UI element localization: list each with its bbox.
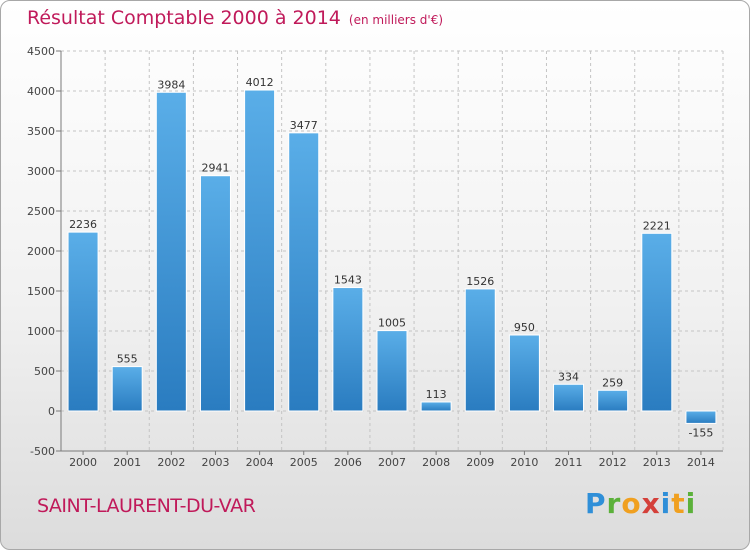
x-tick-label: 2007: [378, 456, 406, 469]
chart-title-text: Résultat Comptable 2000 à 2014: [27, 7, 341, 29]
x-tick-label: 2001: [113, 456, 141, 469]
y-tick-label: -500: [30, 445, 55, 458]
data-label: 259: [602, 376, 623, 389]
data-label: 334: [558, 370, 579, 383]
proxiti-logo[interactable]: Proxiti: [585, 487, 696, 520]
logo-letter: x: [641, 487, 661, 520]
x-tick-label: 2013: [643, 456, 671, 469]
y-tick-label: 2000: [27, 245, 55, 258]
bar: [685, 410, 717, 424]
x-tick-label: 2006: [334, 456, 362, 469]
chart-title: Résultat Comptable 2000 à 2014 (en millie…: [27, 7, 443, 29]
bar: [288, 132, 320, 412]
x-tick-label: 2010: [510, 456, 538, 469]
bar: [67, 231, 99, 412]
chart-subtitle: (en milliers d'€): [348, 13, 444, 27]
x-tick-label: 2005: [290, 456, 318, 469]
y-tick-label: 1500: [27, 285, 55, 298]
bar: [420, 401, 452, 412]
x-tick-label: 2012: [599, 456, 627, 469]
x-tick-label: 2004: [246, 456, 274, 469]
logo-letter: P: [585, 487, 607, 520]
data-label: 1543: [334, 274, 362, 287]
logo-letter: t: [671, 487, 686, 520]
data-label: 1526: [466, 275, 494, 288]
x-tick-label: 2011: [555, 456, 583, 469]
bar: [155, 91, 187, 412]
logo-letter: i: [685, 487, 697, 520]
data-label: 555: [117, 353, 138, 366]
logo-letter: r: [606, 487, 622, 520]
bar: [508, 334, 540, 412]
y-tick-label: 2500: [27, 205, 55, 218]
bar: [641, 232, 673, 412]
data-label: 1005: [378, 317, 406, 330]
bar: [376, 330, 408, 412]
data-label: 950: [514, 321, 535, 334]
data-label: 2221: [643, 219, 671, 232]
x-tick-label: 2009: [466, 456, 494, 469]
bar: [244, 89, 276, 412]
bar: [597, 389, 629, 412]
data-label: 3984: [157, 78, 185, 91]
bar: [199, 175, 231, 412]
x-tick-label: 2003: [201, 456, 229, 469]
x-tick-label: 2002: [157, 456, 185, 469]
x-tick-label: 2008: [422, 456, 450, 469]
y-tick-label: 500: [34, 365, 55, 378]
y-tick-label: 4500: [27, 45, 55, 58]
y-tick-label: 1000: [27, 325, 55, 338]
data-label: 2236: [69, 218, 97, 231]
data-label: 3477: [290, 119, 318, 132]
commune-name: SAINT-LAURENT-DU-VAR: [37, 495, 256, 517]
bar: [553, 383, 585, 412]
logo-letter: i: [660, 487, 672, 520]
bar: [332, 287, 364, 412]
bar: [464, 288, 496, 412]
x-tick-label: 2014: [687, 456, 715, 469]
data-label: 2941: [201, 162, 229, 175]
logo-letter: o: [621, 487, 642, 520]
data-label: 113: [426, 388, 447, 401]
y-tick-label: 3000: [27, 165, 55, 178]
x-tick-label: 2000: [69, 456, 97, 469]
data-label: 4012: [246, 76, 274, 89]
y-tick-label: 4000: [27, 85, 55, 98]
y-tick-label: 0: [48, 405, 55, 418]
data-label: -155: [688, 426, 713, 439]
bar: [111, 366, 143, 412]
y-tick-label: 3500: [27, 125, 55, 138]
